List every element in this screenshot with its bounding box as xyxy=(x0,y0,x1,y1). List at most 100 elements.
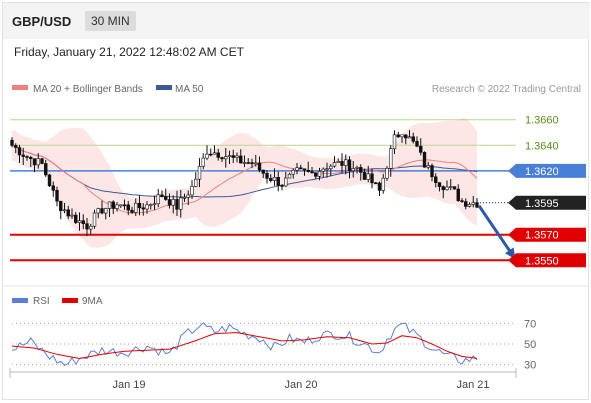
legend-swatch-9ma xyxy=(62,298,78,303)
candle-body xyxy=(70,214,74,217)
candle-body xyxy=(74,214,78,223)
candle-body xyxy=(239,155,243,164)
candle-body xyxy=(400,134,404,138)
candle-body xyxy=(66,209,70,217)
ma50-line xyxy=(11,144,478,198)
candle-body xyxy=(77,220,82,223)
projection-arrow-shaft xyxy=(477,204,514,256)
candle-body xyxy=(242,162,247,164)
candle-body xyxy=(115,204,119,209)
candle-body xyxy=(100,208,104,214)
timeframe-badge[interactable]: 30 MIN xyxy=(85,11,136,31)
candle-body xyxy=(359,167,363,173)
candle-body xyxy=(59,200,63,211)
candle-body xyxy=(47,174,52,187)
candle-body xyxy=(445,186,449,191)
candle-body xyxy=(434,176,438,183)
candle-body xyxy=(411,136,415,142)
candle-body xyxy=(287,173,292,179)
candle-body xyxy=(160,194,164,197)
candle-body xyxy=(441,186,445,191)
candle-body xyxy=(149,204,153,206)
candle-body xyxy=(261,169,265,174)
legend-label-ma50: MA 50 xyxy=(175,84,204,95)
ma20-line xyxy=(11,144,478,214)
candle-body xyxy=(456,188,460,201)
candle-body xyxy=(332,162,337,167)
candle-body xyxy=(396,134,400,138)
candle-body xyxy=(145,204,149,210)
candle-body xyxy=(325,168,329,170)
level-badge-1.3620 xyxy=(508,163,586,178)
level-label-1.3550: 1.3550 xyxy=(525,255,559,267)
candle-body xyxy=(134,202,138,213)
candle-body xyxy=(171,199,175,206)
candle-body xyxy=(314,172,318,177)
candle-body xyxy=(392,134,397,149)
candle-body xyxy=(119,204,123,207)
candle-body xyxy=(89,225,93,230)
candle-body xyxy=(460,200,464,202)
x-tick-label: Jan 19 xyxy=(112,379,145,391)
candle-body xyxy=(25,156,29,158)
x-tick-label: Jan 21 xyxy=(456,379,489,391)
candle-body xyxy=(197,165,202,180)
candle-body xyxy=(231,155,235,158)
legend-swatch-rsi xyxy=(12,298,28,303)
legend-swatch-ma50 xyxy=(156,85,172,90)
currency-pair: GBP/USD xyxy=(12,14,72,29)
candle-body xyxy=(40,158,44,164)
level-label-1.3620: 1.3620 xyxy=(525,166,559,178)
candle-body xyxy=(340,161,344,166)
candle-body xyxy=(370,173,374,184)
level-badge-1.3595 xyxy=(508,195,586,210)
candle-body xyxy=(201,157,205,167)
level-label-1.3660: 1.3660 xyxy=(525,115,559,127)
candle-body xyxy=(85,223,89,230)
bollinger-band xyxy=(12,117,477,248)
rsi-level-label-30: 30 xyxy=(524,360,536,372)
candle-body xyxy=(355,167,359,169)
candle-body xyxy=(190,186,194,196)
candle-body xyxy=(92,212,97,227)
candle-body xyxy=(10,139,14,146)
candle-body xyxy=(209,153,213,156)
rsi-plot-area: 70 50 30 xyxy=(11,318,536,372)
candle-body xyxy=(329,165,333,169)
x-axis: Jan 19 Jan 20 Jan 21 xyxy=(9,368,517,391)
candle-body xyxy=(14,145,18,148)
candle-body xyxy=(336,161,340,163)
candle-body xyxy=(291,169,295,175)
level-label-1.3640: 1.3640 xyxy=(525,140,559,152)
candle-body xyxy=(44,163,48,176)
credit-text: Research © 2022 Trading Central xyxy=(432,84,581,95)
candle-body xyxy=(321,168,325,172)
candle-body xyxy=(212,152,217,155)
timestamp: Friday, January 21, 2022 12:48:02 AM CET xyxy=(14,45,244,59)
candle-body xyxy=(471,202,475,205)
candle-body xyxy=(295,167,299,171)
candle-body xyxy=(55,190,59,202)
candle-body xyxy=(272,176,277,181)
legend-label-ma20: MA 20 + Bollinger Bands xyxy=(33,84,143,95)
legend-label-9ma: 9MA xyxy=(82,296,103,307)
candle-body xyxy=(404,134,408,139)
candle-body xyxy=(265,173,269,179)
candle-body xyxy=(276,176,280,186)
candle-body xyxy=(194,178,198,187)
candle-body xyxy=(36,158,40,166)
header-bar: GBP/USD 30 MIN xyxy=(3,3,590,39)
candle-body xyxy=(122,204,127,207)
candle-body xyxy=(419,145,423,153)
candle-body xyxy=(467,204,472,207)
candle-body xyxy=(227,155,232,158)
candle-body xyxy=(104,208,108,214)
candle-body xyxy=(216,152,220,158)
candle-body xyxy=(366,173,370,180)
candle-body xyxy=(269,178,273,181)
candle-body xyxy=(246,162,250,164)
level-label-1.3595: 1.3595 xyxy=(525,198,559,210)
rsi-level-label-50: 50 xyxy=(524,339,536,351)
price-legend: MA 20 + Bollinger Bands MA 50 Research ©… xyxy=(12,84,581,95)
